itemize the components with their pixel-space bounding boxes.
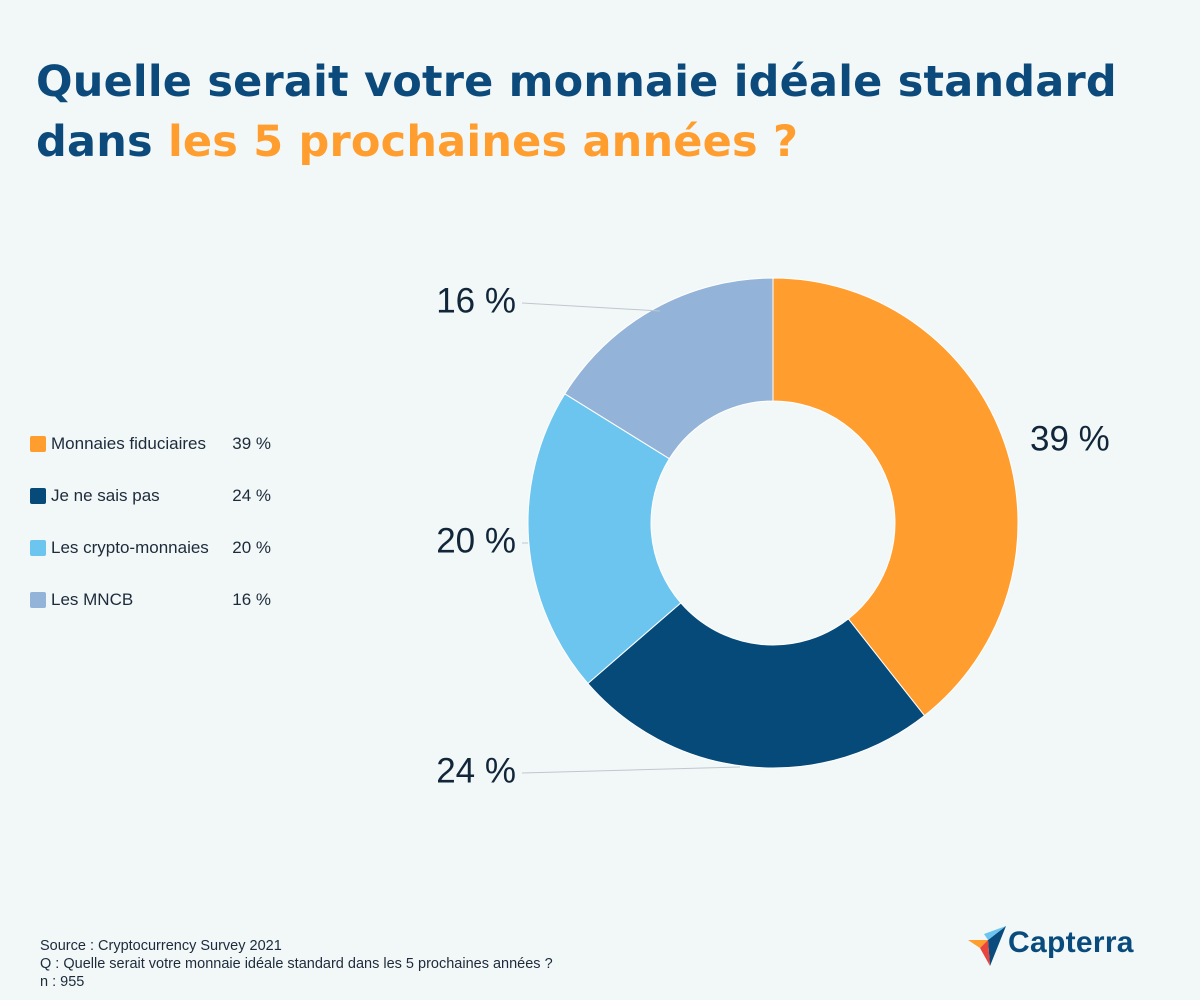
legend-swatch [30, 592, 46, 608]
legend-item: Les crypto-monnaies 20 % [30, 536, 300, 562]
capterra-logo-icon [968, 926, 1006, 966]
chart-footer: Source : Cryptocurrency Survey 2021 Q : … [40, 937, 553, 991]
donut-slice [772, 277, 1019, 717]
legend-swatch [30, 436, 46, 452]
legend-value: 20 % [232, 538, 271, 557]
slice-data-label: 24 % [436, 751, 516, 790]
leader-line [521, 302, 661, 312]
legend-item: Les MNCB 16 % [30, 588, 300, 614]
footer-source: Source : Cryptocurrency Survey 2021 [40, 938, 282, 954]
legend-value: 24 % [232, 486, 271, 505]
legend-value: 16 % [232, 590, 271, 609]
donut-slice [587, 602, 926, 769]
chart-title: Quelle serait votre monnaie idéale stand… [36, 52, 1176, 172]
footer-n: n : 955 [40, 974, 85, 990]
capterra-logo-text: Capterra [1008, 926, 1134, 959]
leader-line [521, 766, 741, 774]
legend-swatch [30, 540, 46, 556]
donut-slice [527, 393, 682, 685]
donut-slice [564, 277, 774, 460]
legend-label: Les MNCB [51, 590, 134, 609]
slice-data-label: 39 % [1030, 419, 1110, 458]
legend-swatch [30, 488, 46, 504]
slice-data-label: 16 % [436, 281, 516, 320]
slice-data-label: 20 % [436, 521, 516, 560]
legend-value: 39 % [232, 434, 271, 453]
chart-legend: Monnaies fiduciaires 39 % Je ne sais pas… [30, 432, 300, 640]
legend-label: Les crypto-monnaies [51, 538, 209, 557]
footer-question: Q : Quelle serait votre monnaie idéale s… [40, 956, 553, 972]
legend-item: Je ne sais pas 24 % [30, 484, 300, 510]
donut-chart: 39 % 24 % 20 % 16 % [436, 277, 1110, 790]
legend-item: Monnaies fiduciaires 39 % [30, 432, 300, 458]
legend-label: Je ne sais pas [51, 486, 160, 505]
chart-title-line1: Quelle serait votre monnaie idéale stand… [36, 57, 1117, 107]
legend-label: Monnaies fiduciaires [51, 434, 206, 453]
chart-title-prefix: dans [36, 117, 168, 167]
chart-title-highlight: les 5 prochaines années ? [167, 117, 799, 167]
chart-title-line2: dans les 5 prochaines années ? [36, 112, 1176, 172]
